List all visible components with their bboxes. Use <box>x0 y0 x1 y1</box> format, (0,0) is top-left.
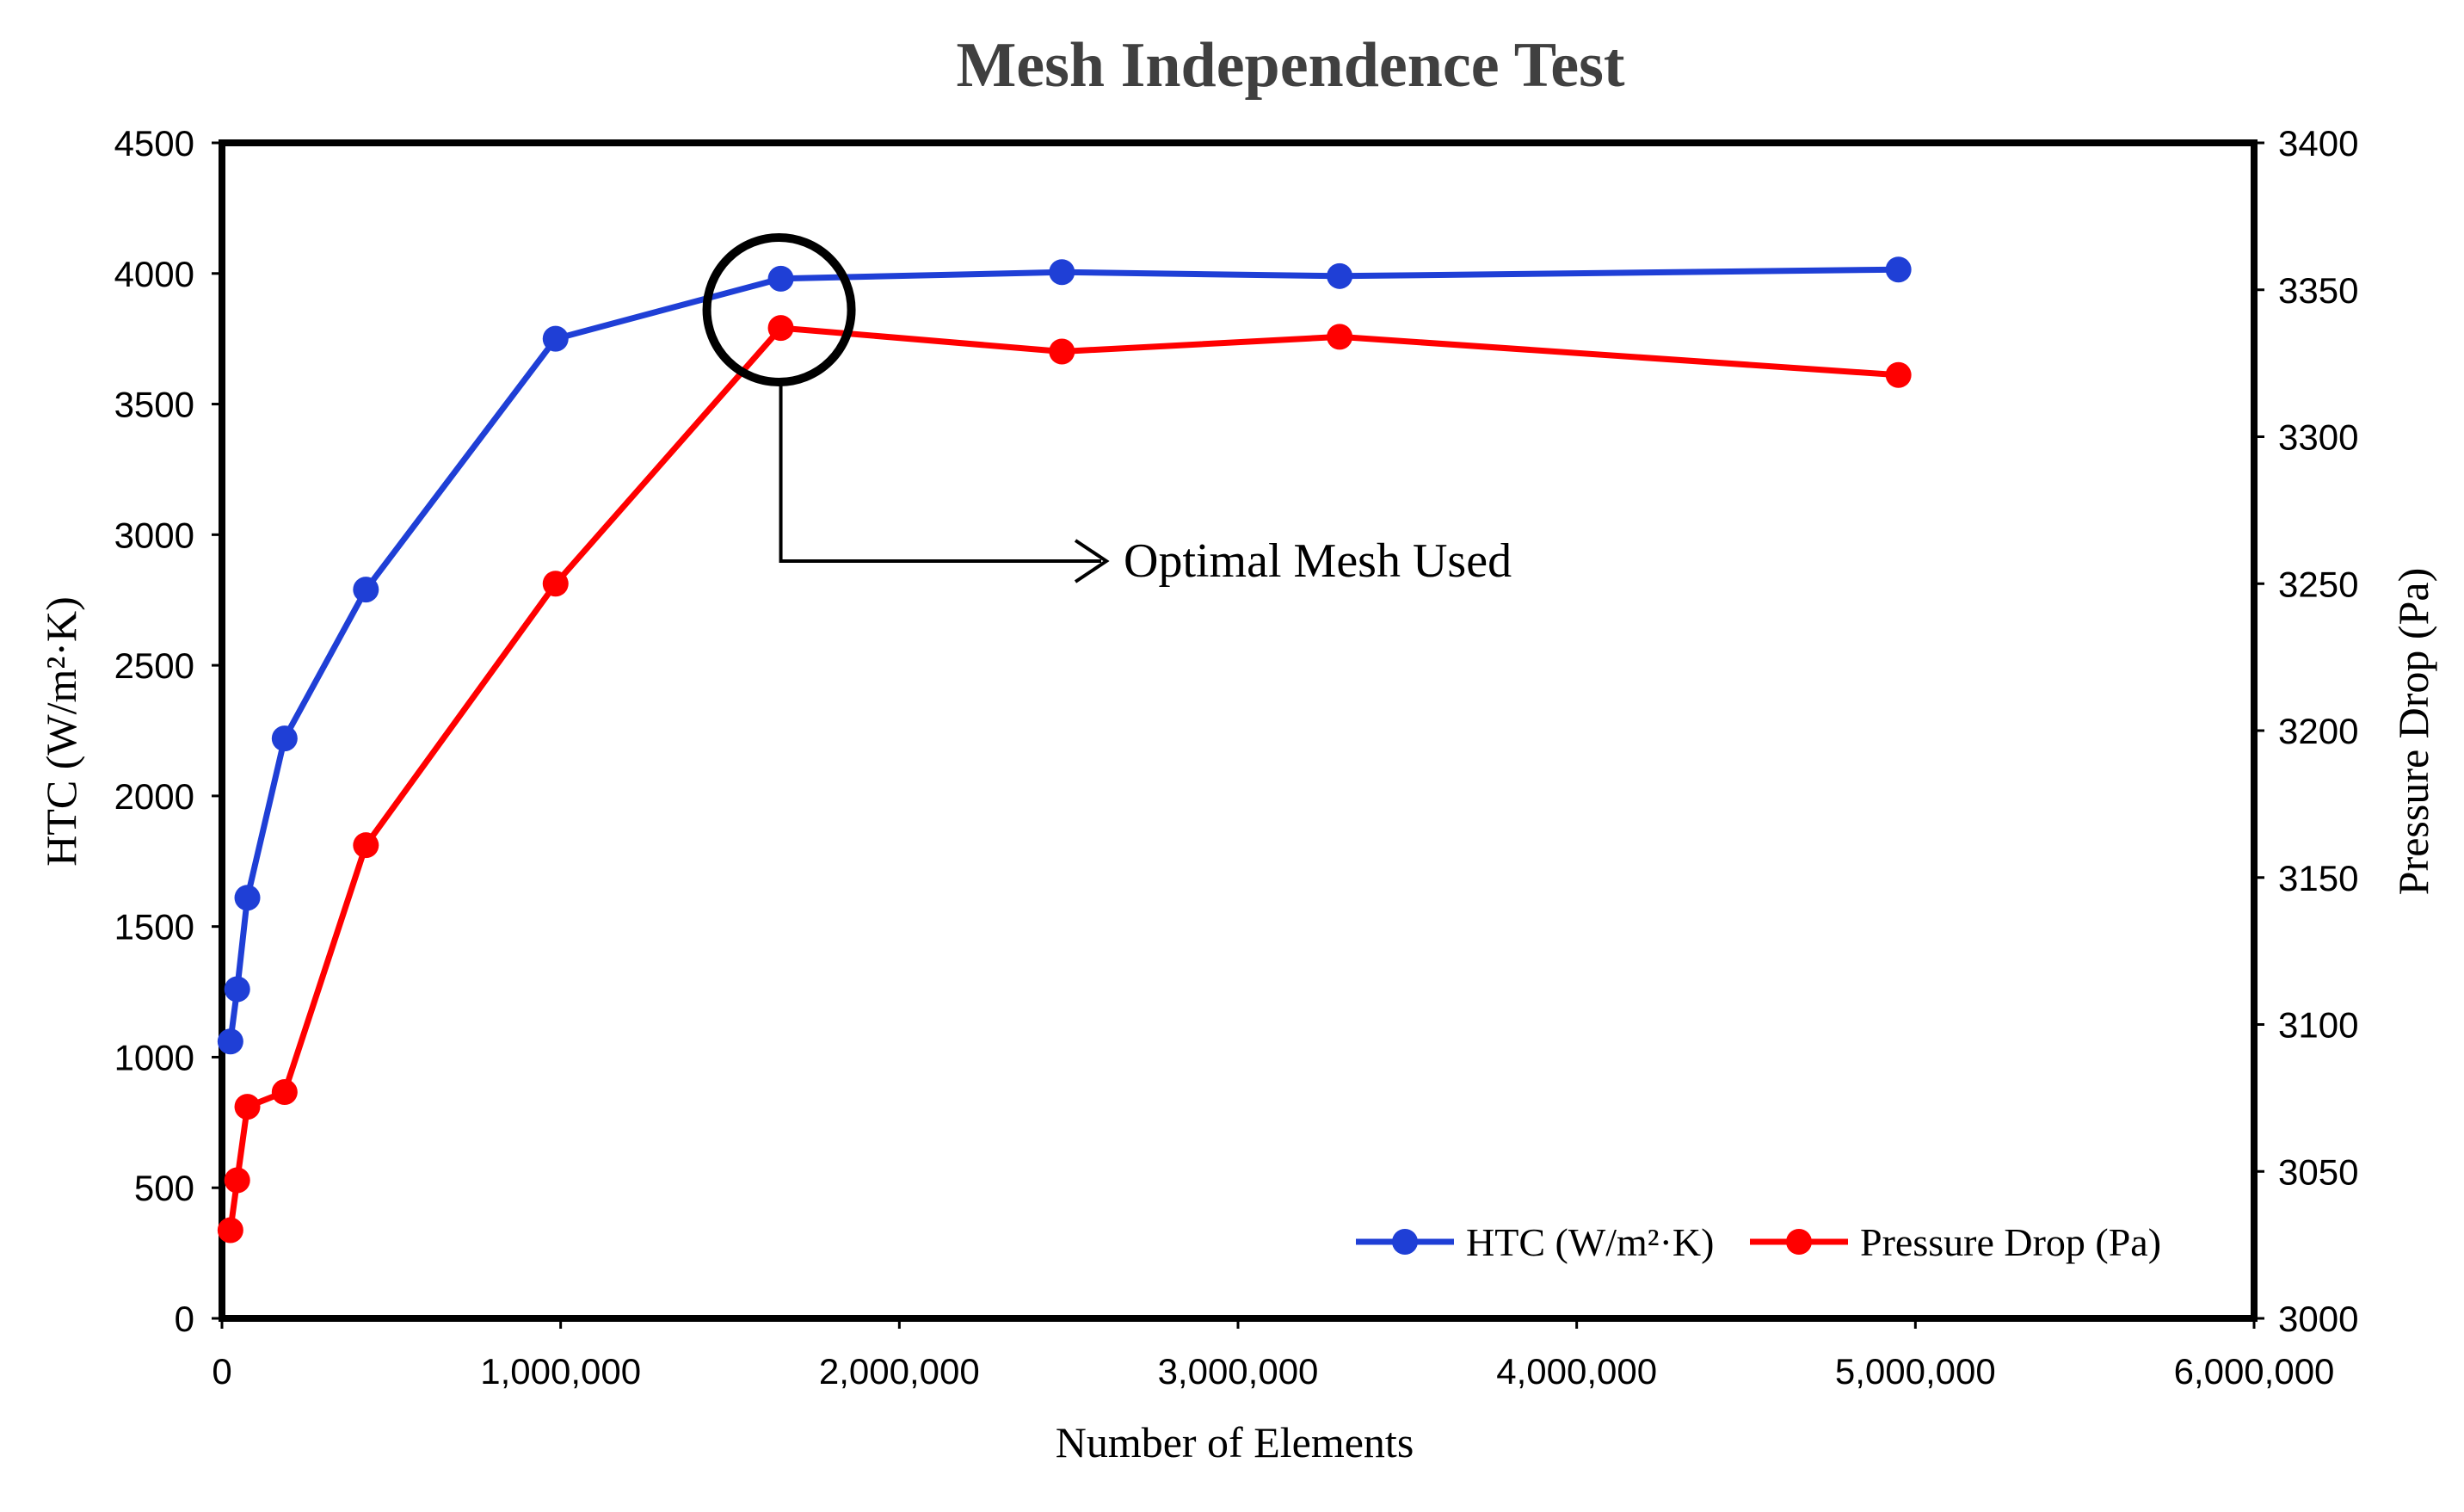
y-right-tick-label: 3350 <box>2278 270 2358 311</box>
legend-item-pressure-drop: Pressure Drop (Pa) <box>1750 1220 2161 1264</box>
legend: HTC (W/m²·K) Pressure Drop (Pa) <box>1356 1220 2161 1264</box>
y-right-tick-label: 3250 <box>2278 564 2358 604</box>
y-left-tick-label: 3500 <box>114 385 194 425</box>
y-left-tick-label: 1000 <box>114 1037 194 1077</box>
chart-title: Mesh Independence Test <box>956 30 1624 101</box>
x-tick-label: 5,000,000 <box>1835 1351 1996 1392</box>
data-point <box>1049 338 1075 365</box>
y-right-tick-label: 3150 <box>2278 858 2358 898</box>
x-tick-label: 6,000,000 <box>2174 1351 2335 1392</box>
legend-label: Pressure Drop (Pa) <box>1860 1220 2161 1264</box>
y-left-tick-label: 500 <box>134 1168 194 1208</box>
data-point <box>353 577 379 603</box>
data-point <box>1885 361 1912 388</box>
x-tick-label: 2,000,000 <box>819 1351 980 1392</box>
y-left-tick-label: 0 <box>175 1299 194 1339</box>
y-right-tick-label: 3100 <box>2278 1005 2358 1046</box>
x-axis: 0 1,000,000 2,000,000 3,000,000 4,000,000 5,0… <box>212 1318 2334 1392</box>
y-axis-left: 0 500 1000 1500 2000 2500 3000 3500 4000 4500 <box>114 123 222 1339</box>
annotation-label: Optimal Mesh Used <box>1124 534 1512 588</box>
data-point <box>767 315 794 342</box>
y-left-tick-label: 2500 <box>114 645 194 686</box>
data-point <box>217 1028 243 1055</box>
legend-swatch-marker <box>1392 1229 1418 1255</box>
data-point <box>1885 256 1912 283</box>
data-point <box>271 1079 298 1106</box>
data-point <box>234 885 261 911</box>
legend-swatch-marker <box>1786 1229 1812 1255</box>
legend-item-htc: HTC (W/m²·K) <box>1356 1220 1714 1264</box>
data-point <box>224 976 250 1003</box>
y-right-tick-label: 3400 <box>2278 123 2358 164</box>
y-right-tick-label: 3200 <box>2278 711 2358 751</box>
series-pressure-drop <box>217 315 1912 1244</box>
y-left-tick-label: 3000 <box>114 515 194 555</box>
annotation: Optimal Mesh Used <box>702 233 1512 588</box>
y-right-tick-label: 3050 <box>2278 1151 2358 1192</box>
data-point <box>1327 262 1353 289</box>
y-left-tick-label: 2000 <box>114 776 194 817</box>
data-point <box>542 571 569 597</box>
data-point <box>542 325 569 352</box>
series-layer <box>217 256 1912 1244</box>
legend-label: HTC (W/m²·K) <box>1466 1220 1714 1264</box>
y-axis-right-title: Pressure Drop (Pa) <box>2389 568 2437 895</box>
y-axis-right: 3000 3050 3100 3150 3200 3250 3300 3350 3400 <box>2254 123 2358 1339</box>
series-line <box>227 324 1899 1231</box>
x-tick-label: 4,000,000 <box>1496 1351 1657 1392</box>
data-point <box>1049 259 1075 286</box>
data-point <box>224 1167 250 1194</box>
x-axis-title: Number of Elements <box>1056 1418 1414 1466</box>
y-right-tick-label: 3300 <box>2278 417 2358 458</box>
x-tick-label: 0 <box>212 1351 231 1392</box>
annotation-arrowhead <box>1074 539 1110 583</box>
y-left-tick-label: 4000 <box>114 254 194 294</box>
y-left-tick-label: 4500 <box>114 123 194 164</box>
data-point <box>271 725 298 752</box>
series-htc <box>217 256 1912 1055</box>
data-point <box>353 832 379 859</box>
annotation-connector <box>779 382 1101 563</box>
data-point <box>767 265 794 292</box>
series-line <box>227 266 1899 1042</box>
y-left-tick-label: 1500 <box>114 907 194 947</box>
y-axis-left-title: HTC (W/m²·K) <box>37 596 85 867</box>
y-right-tick-label: 3000 <box>2278 1299 2358 1339</box>
data-point <box>234 1094 261 1120</box>
data-point <box>217 1217 243 1244</box>
x-tick-label: 1,000,000 <box>480 1351 641 1392</box>
x-tick-label: 3,000,000 <box>1158 1351 1319 1392</box>
data-point <box>1327 324 1353 350</box>
